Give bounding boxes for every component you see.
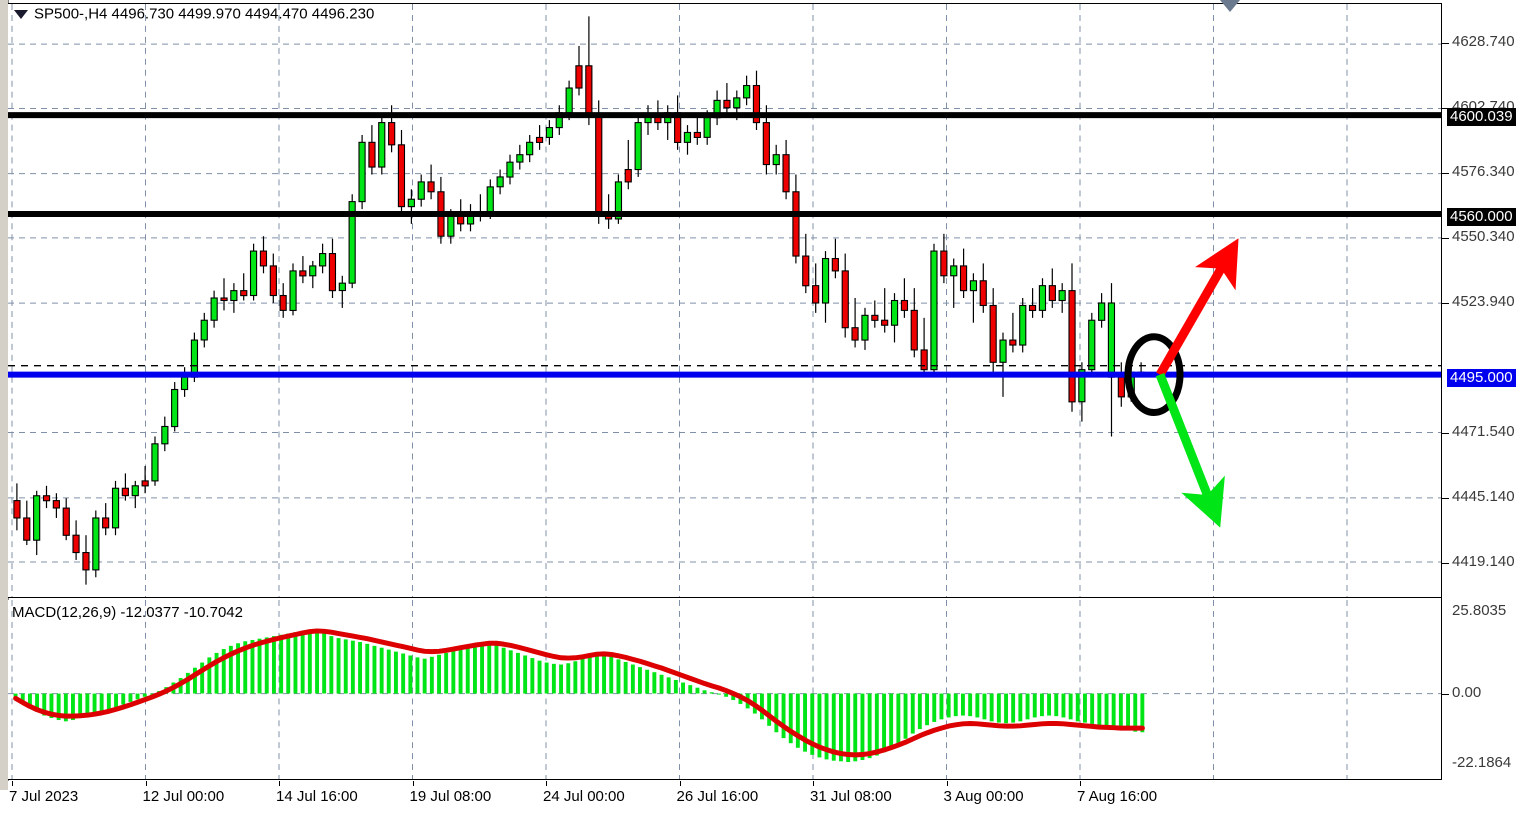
price-axis-tick	[1442, 173, 1449, 175]
time-axis-label: 31 Jul 08:00	[810, 788, 892, 805]
price-axis-tick	[1442, 43, 1449, 45]
time-axis-label: 24 Jul 00:00	[543, 788, 625, 805]
time-axis-tick	[679, 781, 681, 786]
chart-symbol-header: SP500-,H4 4496.730 4499.970 4494.470 449…	[14, 5, 374, 23]
price-axis-label: 4560.000	[1447, 207, 1516, 226]
macd-chart-canvas	[8, 600, 1441, 779]
time-axis-tick	[145, 781, 147, 786]
time-axis-tick	[1080, 781, 1081, 786]
price-axis-label: 4471.540	[1452, 423, 1515, 441]
macd-axis-label: 0.00	[1452, 684, 1482, 702]
time-axis-tick	[946, 781, 948, 786]
price-axis-label: 4419.140	[1452, 552, 1515, 570]
time-axis-label: 14 Jul 16:00	[276, 788, 358, 805]
period-separator-marker-icon	[1220, 0, 1240, 12]
price-axis-label: 4445.140	[1452, 488, 1515, 506]
time-axis-label: 7 Jul 2023	[9, 788, 79, 805]
price-axis-tick	[1442, 303, 1449, 305]
price-axis-label: 4600.039	[1447, 108, 1516, 127]
price-chart-canvas	[8, 4, 1441, 597]
symbol-ohlc-text: SP500-,H4 4496.730 4499.970 4494.470 449…	[34, 5, 375, 23]
time-axis-label: 19 Jul 08:00	[409, 788, 492, 805]
macd-indicator-panel[interactable]	[8, 600, 1441, 780]
time-axis-tick	[813, 781, 814, 786]
time-axis-label: 3 Aug 00:00	[943, 788, 1024, 805]
price-axis-tick	[1442, 433, 1449, 435]
time-axis-tick	[412, 781, 414, 786]
price-scale-axis[interactable]: 4628.740 4602.740 4576.340 4550.340 4523.940…	[1441, 3, 1526, 780]
triangle-down-icon[interactable]	[14, 9, 28, 19]
price-axis-tick	[1442, 562, 1449, 564]
price-axis-tick	[1442, 237, 1449, 239]
price-axis-label: 4523.940	[1452, 293, 1515, 311]
window-top-edge	[0, 0, 1526, 3]
price-axis-label: 4576.340	[1452, 163, 1515, 181]
price-axis-tick	[1442, 107, 1449, 109]
price-axis-label: 4628.740	[1452, 33, 1515, 51]
macd-header-label: MACD(12,26,9) -12.0377 -10.7042	[12, 604, 243, 621]
time-axis-tick	[279, 781, 280, 786]
price-chart-panel[interactable]	[8, 3, 1441, 598]
time-axis-tick	[546, 781, 547, 786]
time-axis-label: 7 Aug 16:00	[1077, 788, 1158, 805]
time-scale-axis[interactable]: 7 Jul 2023 12 Jul 00:00 14 Jul 16:00 19 Jul…	[8, 781, 1441, 813]
macd-axis-label: 25.8035	[1452, 602, 1507, 620]
macd-axis-label: -22.1864	[1452, 754, 1512, 771]
macd-axis-tick	[1442, 694, 1449, 696]
time-axis-tick	[12, 781, 13, 786]
time-axis-label: 26 Jul 16:00	[676, 788, 759, 805]
price-axis-label: 4550.340	[1452, 227, 1515, 245]
time-axis-label: 12 Jul 00:00	[142, 788, 225, 805]
price-axis-tick	[1442, 498, 1449, 500]
price-axis-label: 4495.000	[1447, 368, 1516, 387]
